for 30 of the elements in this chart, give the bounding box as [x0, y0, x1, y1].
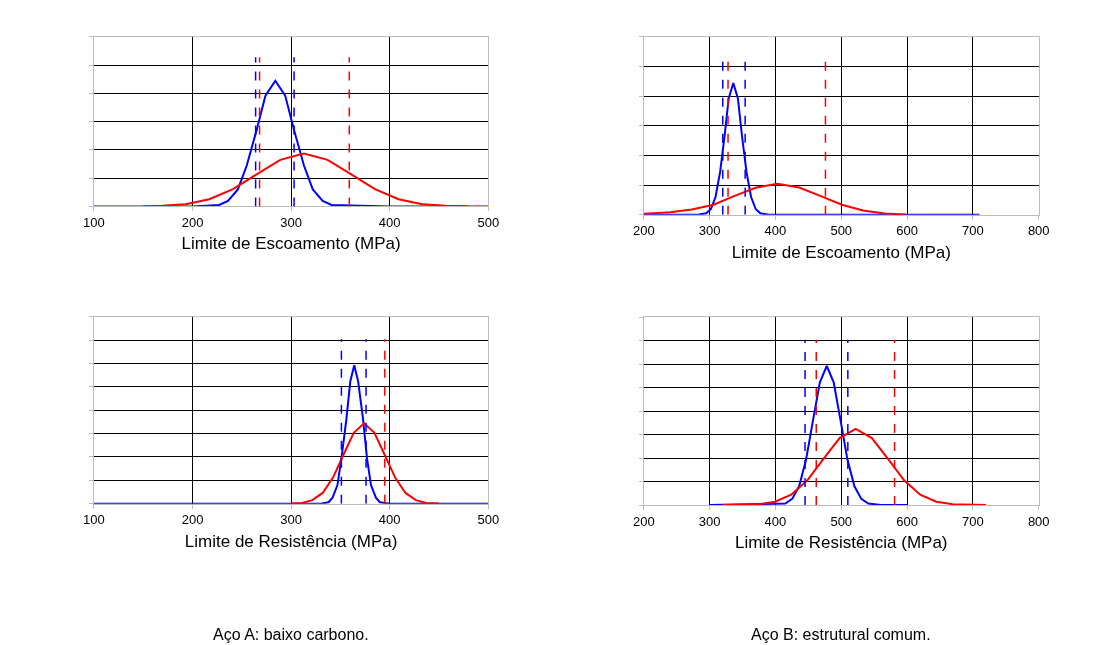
x-tick-label: 400	[764, 513, 787, 529]
x-tick-label: 800	[1027, 223, 1050, 239]
x-tick-label: 500	[830, 513, 853, 529]
x-tick-label: 300	[280, 512, 302, 528]
x-tick-label: 600	[896, 513, 918, 529]
x-tick-label: 600	[896, 223, 918, 239]
x-tick-label: 400	[378, 512, 401, 528]
x-tick-label: 100	[83, 215, 105, 230]
x-axis-title: Limite de Escoamento (MPa)	[181, 234, 401, 254]
x-axis-title: Limite de Resistência (MPa)	[734, 533, 948, 553]
x-tick-label: 400	[378, 215, 401, 230]
text: Aço B: estrutural comum.	[751, 626, 931, 643]
x-tick-label: 200	[181, 215, 204, 230]
x-tick-label: 500	[477, 512, 500, 528]
x-tick-label: 800	[1027, 513, 1050, 529]
x-tick-label: 300	[698, 513, 721, 529]
x-axis-title: Limite de Escoamento (MPa)	[731, 242, 951, 262]
x-tick-label: 200	[632, 223, 655, 239]
x-axis-title: Limite de Resistência (MPa)	[184, 531, 398, 551]
text: Aço A: baixo carbono.	[213, 626, 369, 643]
x-tick-label: 700	[962, 223, 984, 239]
x-tick-label: 400	[764, 223, 787, 239]
x-tick-label: 200	[181, 512, 204, 528]
x-tick-label: 300	[698, 223, 721, 239]
x-tick-label: 500	[477, 215, 500, 230]
x-tick-label: 500	[830, 223, 853, 239]
x-tick-label: 200	[632, 513, 655, 529]
x-tick-label: 300	[280, 215, 302, 230]
x-tick-label: 100	[83, 512, 105, 528]
x-tick-label: 700	[962, 513, 984, 529]
